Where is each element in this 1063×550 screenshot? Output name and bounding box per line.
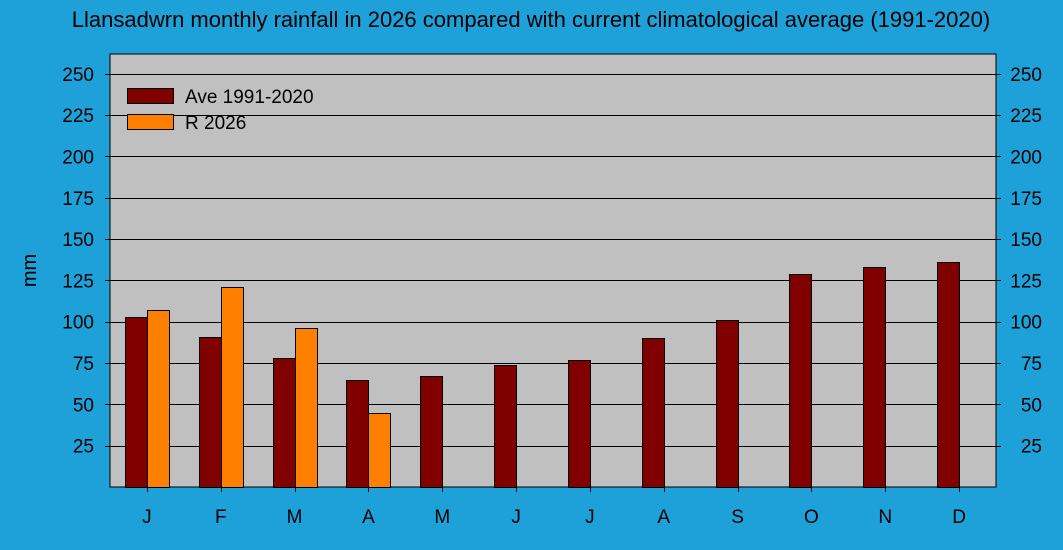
x-tick-label: D	[952, 507, 966, 528]
legend-label-average: Ave 1991-2020	[185, 87, 314, 108]
x-tick-label: M	[434, 507, 450, 528]
x-tick-label: J	[585, 507, 595, 528]
y-tick-label-left: 175	[62, 189, 94, 210]
bar-2026	[295, 328, 318, 488]
x-tick-label: M	[287, 507, 303, 528]
y-tick-label-left: 75	[73, 354, 94, 375]
bar-2026	[368, 413, 391, 488]
bar-average	[716, 320, 739, 488]
y-tick-label-right: 25	[1021, 437, 1042, 458]
x-tick-label: O	[804, 507, 819, 528]
y-tick-label-right: 50	[1021, 395, 1042, 416]
y-tick-label-left: 125	[62, 271, 94, 292]
y-tick-label-right: 100	[1010, 313, 1042, 334]
gridlines	[110, 74, 996, 447]
y-tick-label-right: 225	[1010, 106, 1042, 127]
y-tick-label-left: 50	[73, 395, 94, 416]
plot-area	[109, 53, 997, 488]
x-tick-label: N	[878, 507, 892, 528]
x-tick-label: F	[215, 507, 227, 528]
y-tick-label-left: 25	[73, 437, 94, 458]
y-tick-label-left: 100	[62, 313, 94, 334]
legend: Ave 1991-2020 R 2026	[127, 87, 314, 134]
bar-average	[273, 358, 296, 488]
bar-average	[568, 360, 591, 488]
bar-average	[346, 380, 369, 488]
x-tick-label: A	[362, 507, 375, 528]
y-tick-label-right: 150	[1010, 230, 1042, 251]
y-tick-label-right: 175	[1010, 189, 1042, 210]
bar-average	[420, 376, 443, 488]
y-tick-label-left: 150	[62, 230, 94, 251]
bar-average	[642, 338, 665, 488]
bar-2026	[221, 287, 244, 488]
bar-average	[125, 317, 148, 488]
y-tick-label-left: 250	[62, 65, 94, 86]
y-tick-label-left: 200	[62, 147, 94, 168]
left-y-axis-ticks: 25 50 75 100 125 150 175 200 225 250	[62, 65, 110, 458]
y-axis-label: mm	[19, 254, 41, 287]
x-tick-label: J	[511, 507, 521, 528]
legend-swatch-average	[127, 88, 174, 104]
bar-2026	[147, 310, 170, 488]
y-tick-label-right: 125	[1010, 271, 1042, 292]
bars	[125, 262, 960, 488]
y-tick-label-right: 200	[1010, 147, 1042, 168]
right-y-axis-ticks: 25 50 75 100 125 150 175 200 225 250	[996, 65, 1042, 458]
bar-average	[789, 274, 812, 488]
chart-title: Llansadwrn monthly rainfall in 2026 comp…	[72, 7, 990, 32]
y-tick-label-right: 75	[1021, 354, 1042, 375]
y-tick-label-right: 250	[1010, 65, 1042, 86]
bar-average	[199, 337, 222, 488]
x-tick-label: S	[731, 507, 744, 528]
bar-average	[863, 267, 886, 488]
bar-average	[494, 365, 517, 488]
y-tick-label-left: 225	[62, 106, 94, 127]
legend-swatch-2026	[127, 114, 174, 130]
x-tick-label: A	[657, 507, 670, 528]
x-tick-label: J	[142, 507, 152, 528]
legend-label-2026: R 2026	[185, 113, 246, 134]
bar-average	[937, 262, 960, 488]
